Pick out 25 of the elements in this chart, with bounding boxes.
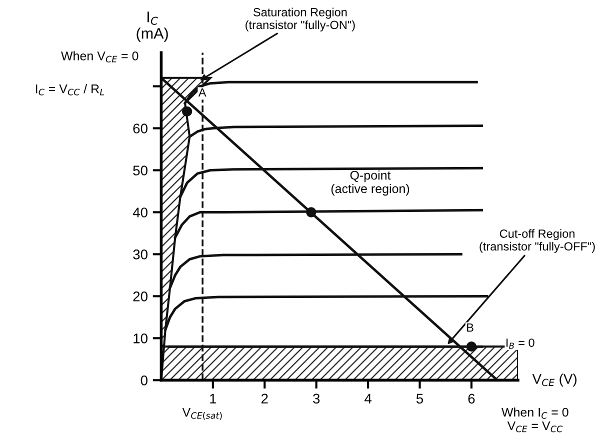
y-axis-title: I$_{C}$ (mA) (136, 12, 168, 42)
y-tick-label: 40 (132, 208, 148, 218)
x-tick-label: 1 (210, 394, 216, 404)
annotation: I$_{B}$ = 0 (506, 338, 534, 349)
annotation: A (198, 88, 206, 96)
text: When I$_{C}$ = 0 V$_{CE}$ = V$_{CC}$ (502, 408, 568, 432)
text: When V$_{CE}$ = 0 (61, 51, 138, 62)
x-tick-label: 3 (313, 394, 320, 404)
y-tick-label: 60 (133, 124, 148, 134)
x-tick-label: 6 (468, 394, 475, 404)
annotation: Q-point (active region) (331, 170, 410, 196)
annotation: B (467, 323, 474, 332)
annotation: Saturation Region (transistor "fully-ON") (246, 8, 355, 32)
y-tick-label: 30 (133, 250, 148, 260)
x-axis-title: V$_{CE}$ (V) (532, 374, 576, 387)
x-tick-label: 2 (261, 394, 268, 404)
annotation: Cut-off Region (transistor "fully-OFF") (480, 229, 595, 253)
x-tick-label: 5 (416, 394, 424, 404)
ref-line-label: V$_{CE(sat)}$ (182, 408, 222, 420)
text: I$_{C}$ = V$_{CC}$ / R$_{L}$ (36, 84, 104, 96)
y-tick-label: 20 (133, 292, 148, 302)
y-tick-label: 10 (134, 334, 148, 344)
y-tick-label: 0 (140, 376, 148, 386)
y-tick-label: 50 (133, 166, 148, 176)
x-tick-label: 4 (364, 394, 372, 404)
